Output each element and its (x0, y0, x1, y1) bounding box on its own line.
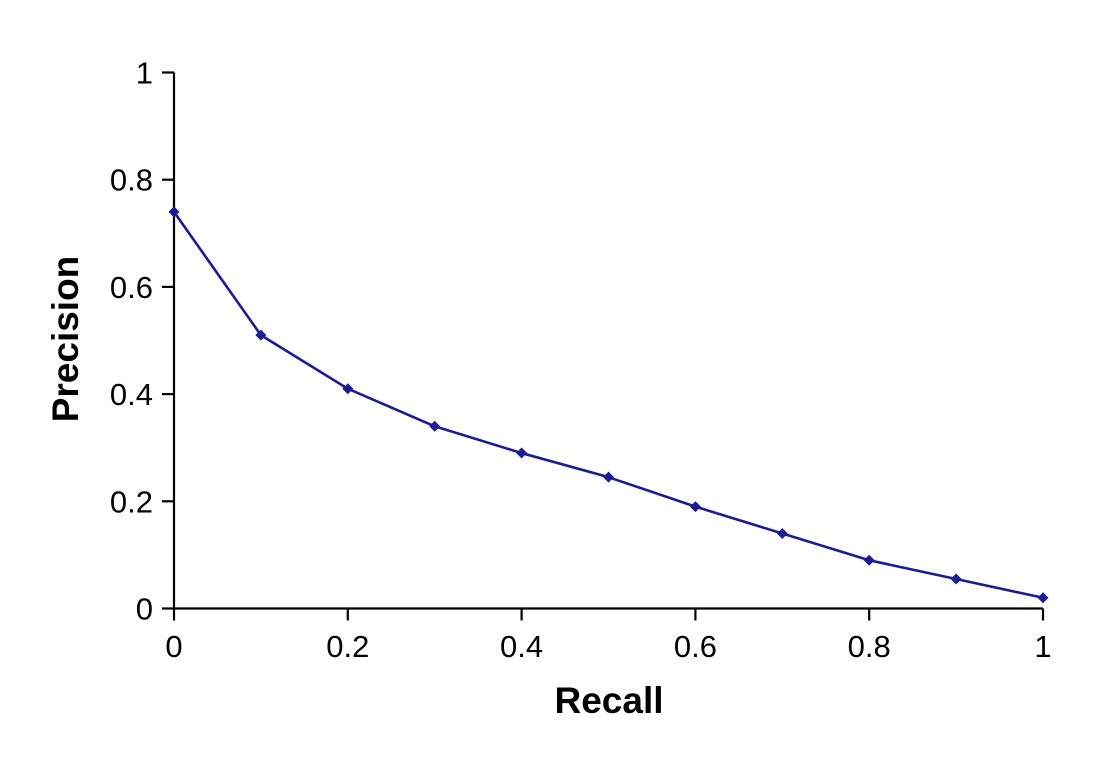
data-point-marker (776, 527, 788, 539)
y-tick-label: 0.4 (110, 377, 153, 412)
data-point-marker (516, 447, 528, 459)
x-tick-label: 0.4 (500, 629, 543, 664)
x-axis-title: Recall (554, 680, 664, 721)
pr-curve-line (172, 211, 1044, 600)
data-point-marker (863, 554, 875, 566)
data-point-marker (950, 573, 962, 585)
data-point-marker (429, 420, 441, 432)
x-tick-label: 0 (165, 629, 182, 664)
y-tick-label: 0.8 (110, 163, 153, 198)
y-tick-label: 0 (136, 592, 153, 627)
data-point-marker (1037, 592, 1049, 604)
data-point-marker (603, 471, 614, 483)
data-point-marker (255, 329, 267, 341)
data-point-marker (168, 206, 180, 218)
x-tick-label: 1 (1034, 629, 1051, 664)
data-point-marker (342, 383, 354, 395)
x-tick-label: 0.6 (674, 629, 717, 664)
x-tick-label: 0.2 (326, 629, 369, 664)
y-tick-label: 0.2 (110, 484, 153, 519)
x-tick-label: 0.8 (848, 629, 891, 664)
data-point-marker (689, 501, 701, 513)
y-tick-label: 1 (136, 56, 153, 91)
y-tick-label: 0.6 (110, 270, 153, 305)
y-axis-title: Precision (45, 255, 86, 423)
